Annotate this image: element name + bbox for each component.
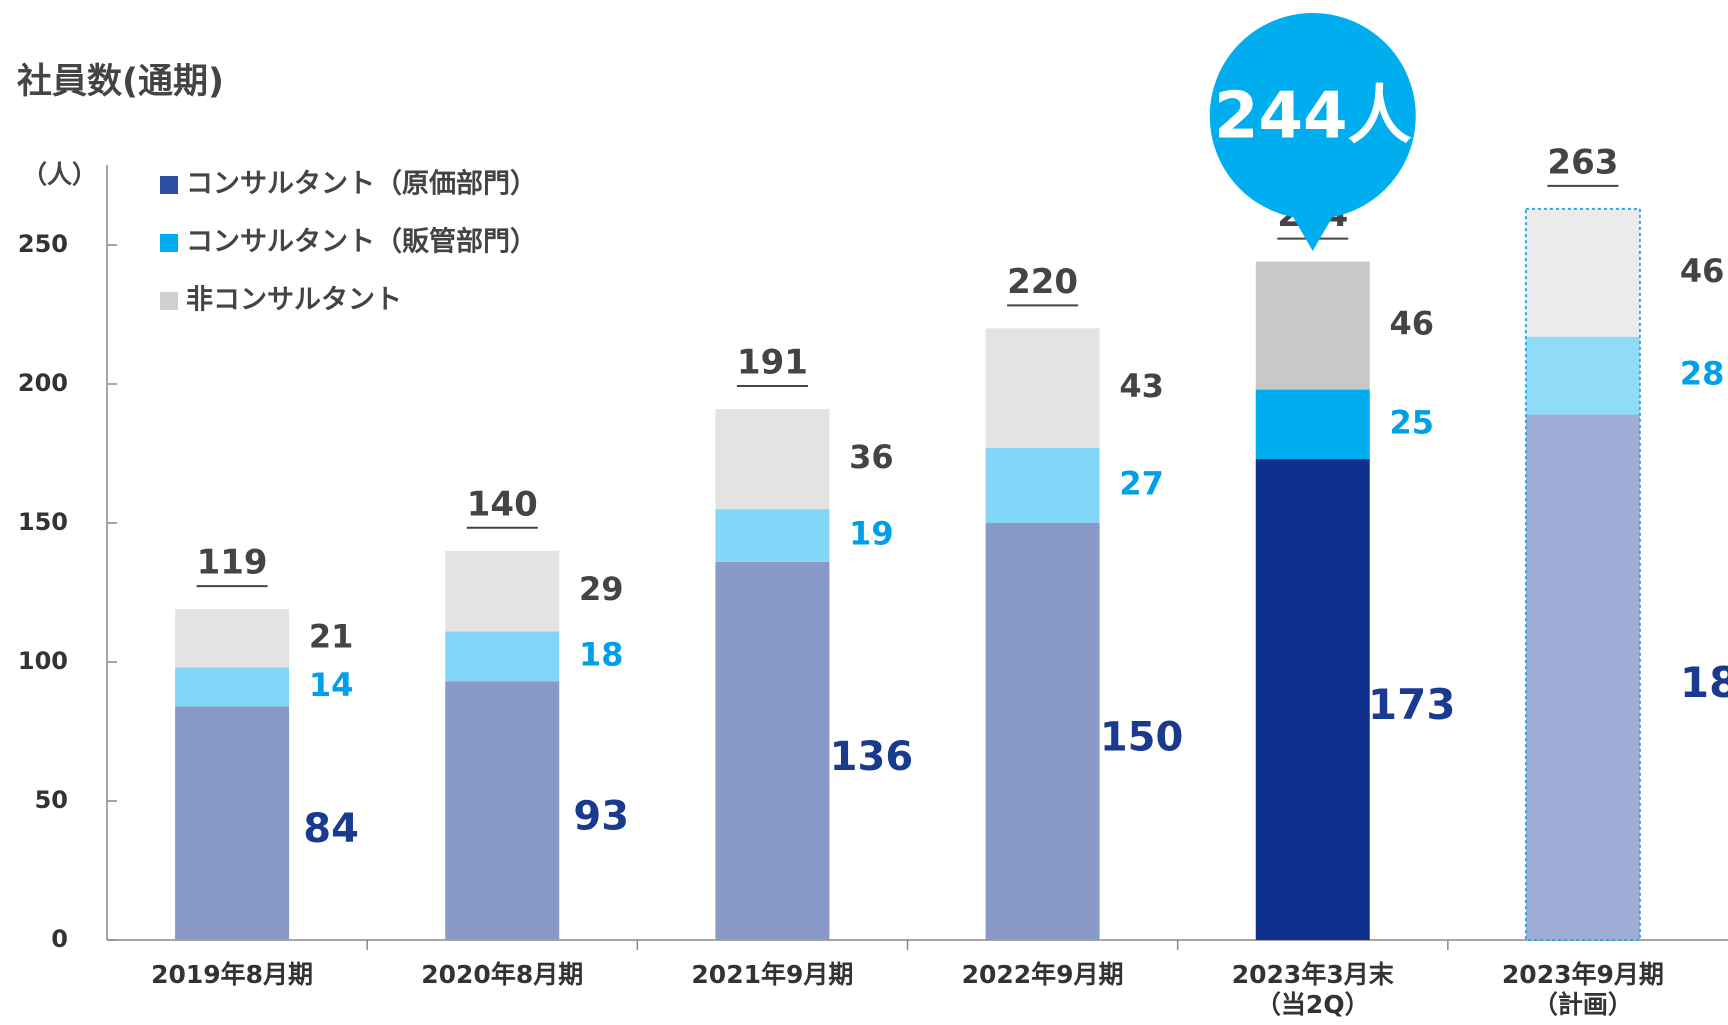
legend-label: 非コンサルタント [186, 285, 402, 316]
bar-segment [1255, 459, 1370, 940]
y-tick-label: 200 [18, 369, 68, 397]
total-label: 119 [197, 543, 268, 583]
total-label: 140 [467, 484, 538, 524]
x-tick-label: 2019年8月期 [151, 960, 314, 989]
data-label: 46 [1680, 252, 1725, 290]
data-label: 18 [579, 635, 624, 673]
data-label: 84 [303, 806, 359, 852]
data-label: 46 [1389, 305, 1434, 343]
y-tick-label: 100 [18, 647, 68, 675]
callout-label: 244人 [1214, 80, 1412, 154]
x-tick-label: 2021年9月期 [691, 960, 854, 989]
bar-segment [1525, 208, 1640, 337]
bar-segment [175, 667, 290, 707]
bar-segment [175, 609, 290, 668]
y-tick-label: 0 [51, 925, 68, 953]
y-tick-label: 50 [35, 786, 68, 814]
data-label: 173 [1368, 680, 1456, 729]
bar-segment [1255, 389, 1370, 460]
legend-label: コンサルタント（販管部門） [186, 226, 537, 258]
chart-title: 社員数(通期) [17, 62, 224, 102]
y-tick-label: 250 [18, 230, 68, 258]
data-label: 21 [309, 617, 354, 655]
data-label: 29 [579, 570, 624, 608]
bar-segment [445, 550, 560, 632]
y-tick-label: 150 [18, 508, 68, 536]
data-label: 14 [309, 666, 354, 704]
bar-segment [715, 409, 830, 510]
total-label: 263 [1547, 142, 1618, 182]
data-label: 189 [1680, 658, 1728, 707]
legend-swatch [160, 234, 178, 252]
callout-pointer [1290, 213, 1335, 251]
bar-segment [175, 706, 290, 940]
bar-segment [1255, 261, 1370, 390]
x-tick-label: 2023年3月末 （当2Q） [1231, 960, 1394, 1019]
x-tick-label: 2022年9月期 [961, 960, 1124, 989]
data-label: 27 [1119, 464, 1164, 502]
data-label: 136 [830, 734, 914, 780]
bar-segment [715, 509, 830, 562]
legend-swatch [160, 292, 178, 310]
x-tick-label: 2023年9月期 （計画） [1501, 960, 1664, 1019]
total-label: 191 [737, 343, 808, 383]
legend-swatch [160, 176, 178, 194]
callout-bubble [1209, 13, 1416, 219]
data-label: 25 [1389, 403, 1434, 441]
data-label: 150 [1100, 715, 1184, 761]
data-label: 28 [1680, 355, 1725, 393]
data-label: 19 [849, 515, 894, 553]
y-unit: （人） [22, 160, 97, 189]
x-tick-label: 2020年8月期 [421, 960, 584, 989]
bar-segment [1525, 336, 1640, 415]
bar-segment [985, 523, 1100, 940]
bar-segment [985, 447, 1100, 523]
bar-segment [1525, 414, 1640, 941]
bar-segment [445, 631, 560, 682]
bar-segment [445, 681, 560, 940]
data-label: 36 [849, 438, 894, 476]
planned-outline [1524, 207, 1641, 942]
bar-segment [985, 328, 1100, 448]
bar-segment [715, 561, 830, 940]
data-label: 43 [1119, 367, 1164, 405]
total-label: 220 [1007, 262, 1078, 302]
legend-label: コンサルタント（原価部門） [186, 168, 537, 200]
data-label: 93 [573, 794, 629, 840]
